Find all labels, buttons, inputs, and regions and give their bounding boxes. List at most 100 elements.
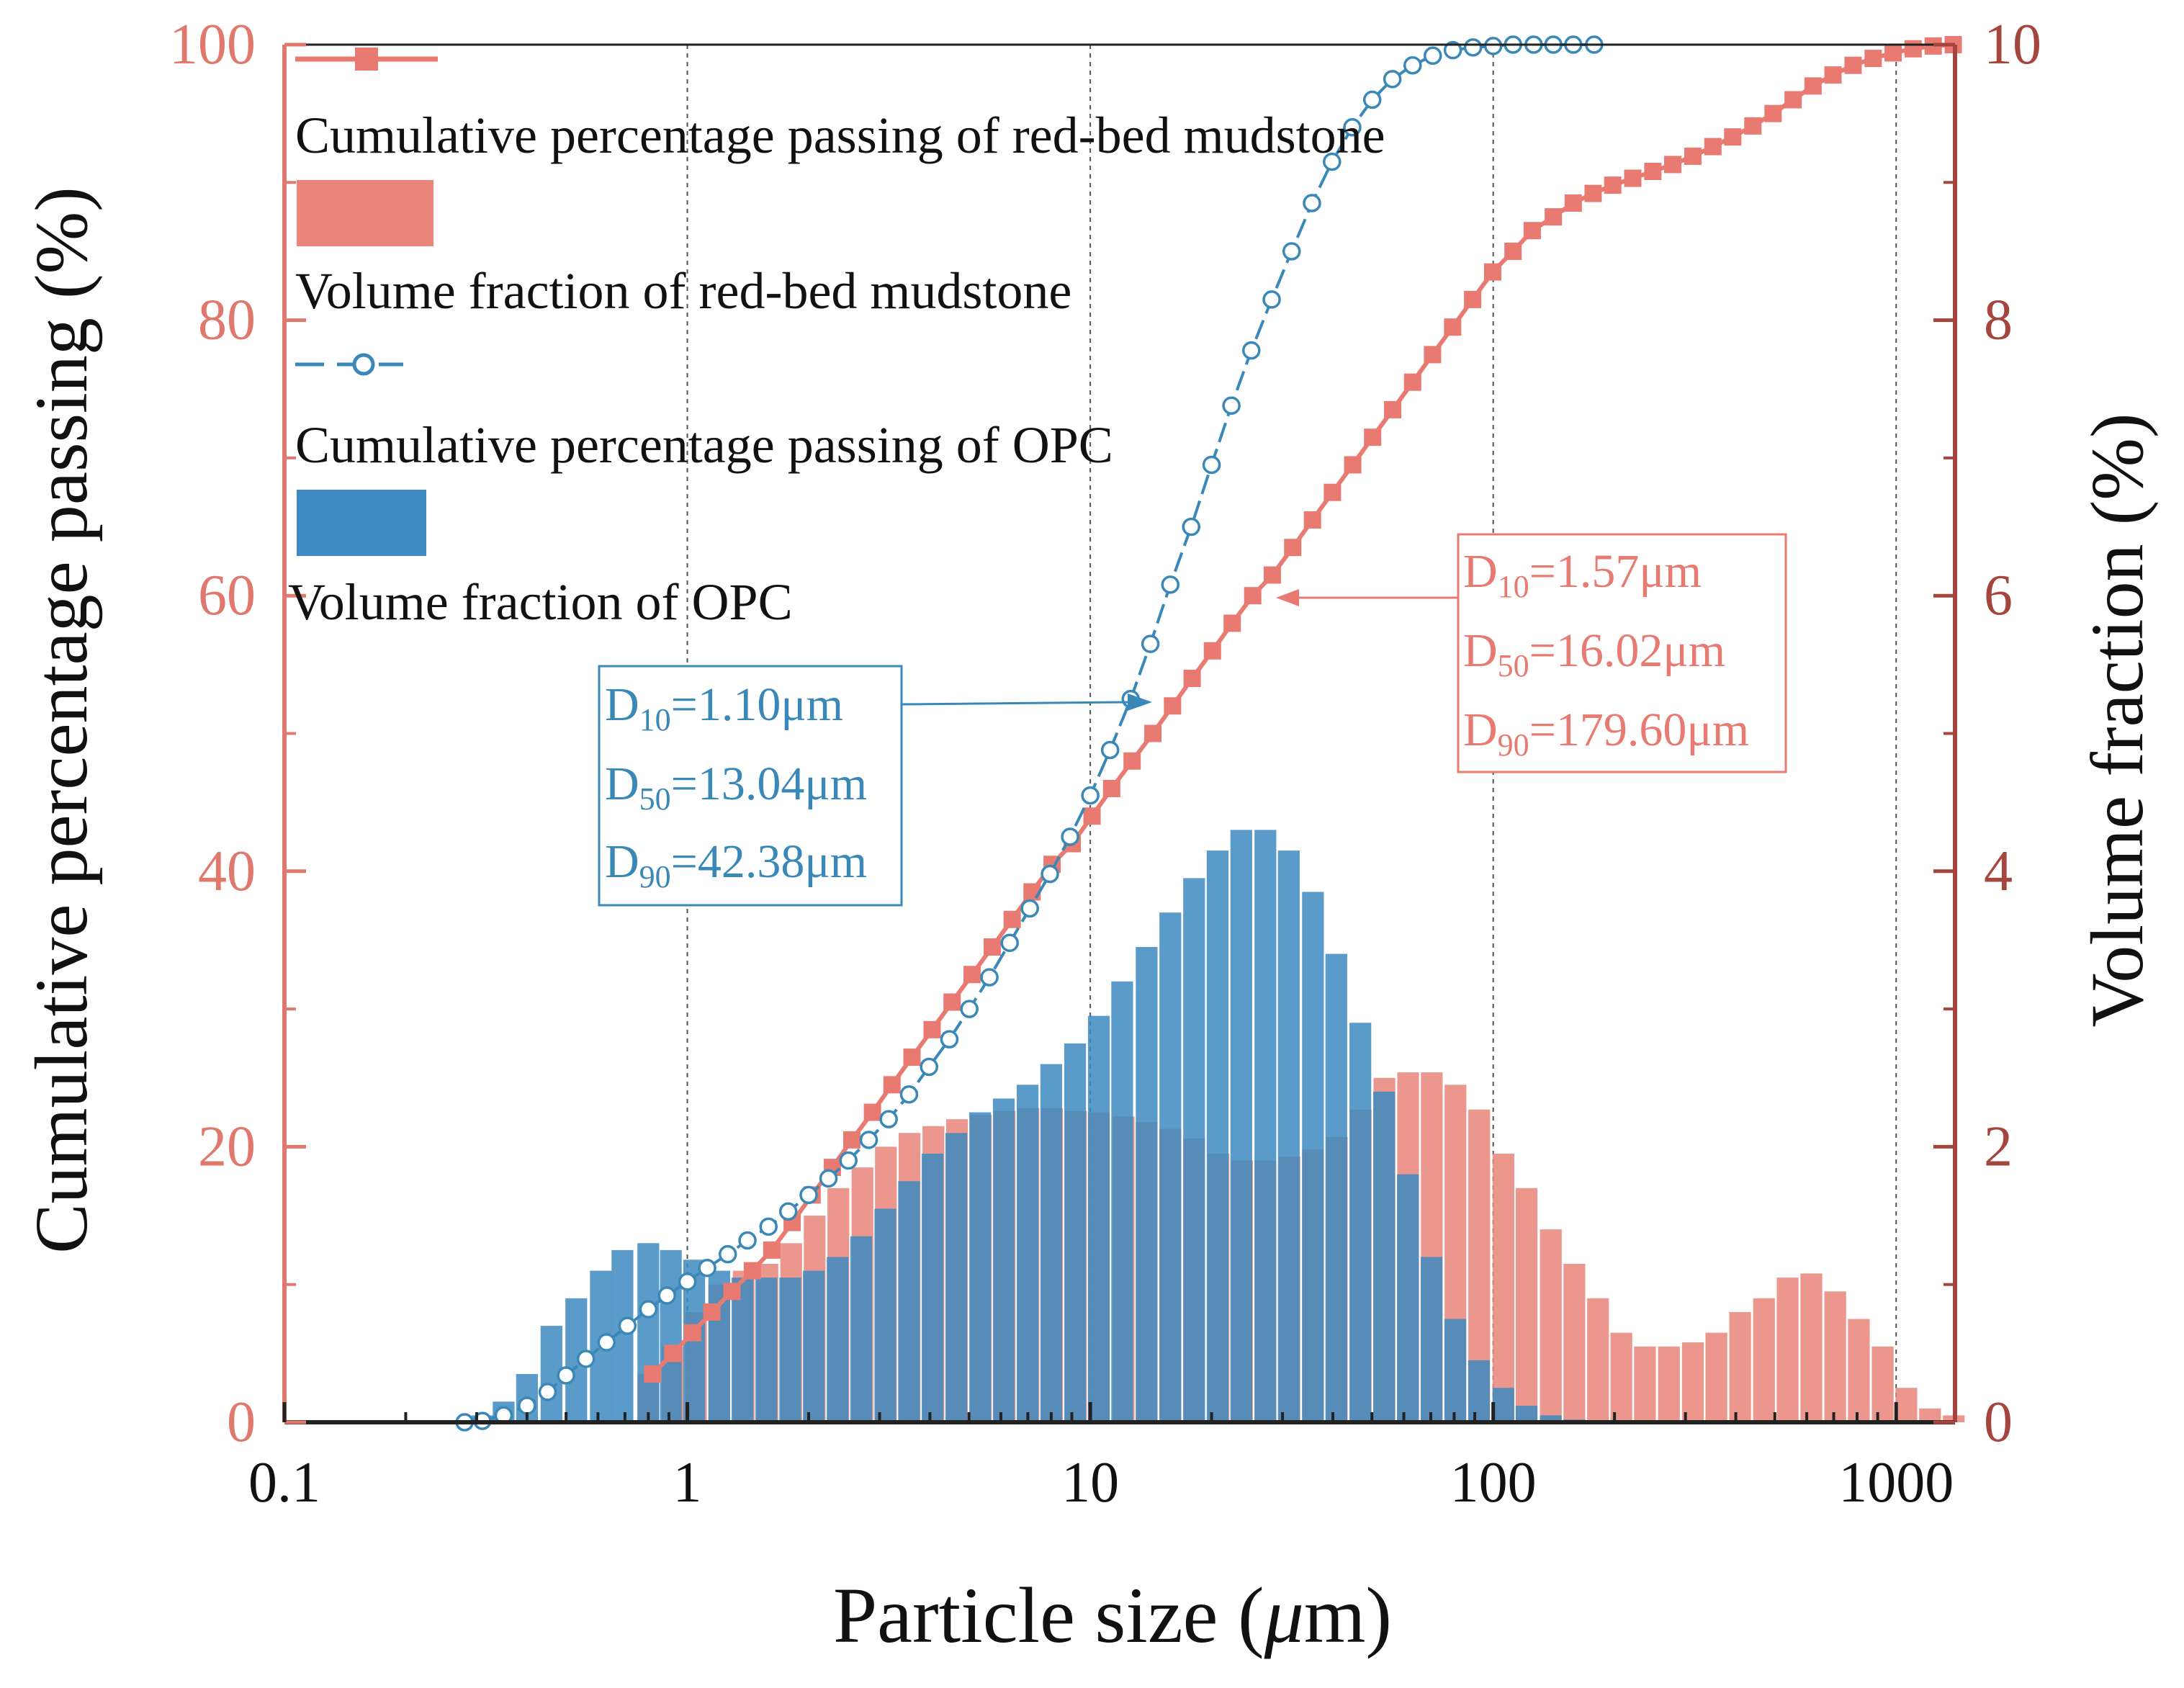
opc-volume-bar-14 (803, 1270, 825, 1422)
opc-cumulative-point-26 (980, 968, 999, 987)
opc-cumulative-point-17 (799, 1185, 818, 1205)
x-tick-label-2: 10 (1061, 1451, 1119, 1514)
opc-volume-bar-11 (731, 1278, 754, 1422)
mudstone-volume-bar-51 (1848, 1319, 1870, 1422)
mudstone-cumulative-point-0 (644, 1365, 662, 1383)
x-tick-label-4: 1000 (1838, 1451, 1954, 1514)
mudstone-cumulative-point-18 (1003, 910, 1021, 928)
y-right-tick-label-1: 2 (1984, 1115, 2013, 1178)
mudstone-cumulative-point-51 (1664, 156, 1682, 174)
opc-d50-value: =13.04μm (671, 758, 867, 810)
opc-volume-bar-20 (945, 1133, 968, 1422)
mudstone-d90-value: =179.60μm (1529, 704, 1749, 756)
mudstone-annotation-arrowhead (1276, 589, 1299, 606)
mudstone-volume-bar-36 (1492, 1153, 1514, 1422)
opc-cumulative-point-9 (639, 1300, 658, 1319)
opc-cumulative-point-38 (1222, 396, 1241, 415)
opc-cumulative-point-32 (1100, 740, 1120, 760)
opc-volume-bar-16 (850, 1236, 873, 1422)
y-right-tick-label-5: 10 (1984, 13, 2041, 76)
mudstone-cumulative-point-4 (723, 1283, 741, 1301)
y-left-tick-label-1: 20 (198, 1115, 256, 1178)
mudstone-cumulative-point-56 (1764, 104, 1782, 122)
x-tick-label-3: 100 (1450, 1451, 1537, 1514)
opc-d10: D10=1.10μm (605, 678, 843, 737)
legend-label-opc-cumulative: Cumulative percentage passing of OPC (295, 416, 1113, 474)
opc-cumulative-point-5 (557, 1366, 575, 1385)
y-left-tick-label-5: 100 (169, 13, 256, 76)
mudstone-cumulative-point-43 (1504, 242, 1522, 260)
mudstone-cumulative-point-28 (1203, 642, 1221, 660)
opc-d50: D50=13.04μm (605, 758, 867, 817)
mudstone-volume-bar-50 (1824, 1291, 1846, 1422)
opc-cumulative-point-41 (1282, 242, 1301, 261)
y-right-tick-label-3: 6 (1984, 564, 2013, 627)
opc-volume-bar-19 (921, 1153, 944, 1422)
mudstone-cumulative-point-32 (1284, 539, 1302, 557)
x-tick-label-0: 0.1 (248, 1451, 320, 1514)
opc-cumulative-point-7 (597, 1333, 616, 1352)
mudstone-cumulative-point-39 (1424, 346, 1442, 364)
opc-cumulative-point-25 (960, 1000, 979, 1018)
x-axis-title: Particle size (μm) (833, 1571, 1392, 1659)
legend-swatch-mudstone-bar (297, 180, 433, 246)
opc-cumulative-point-19 (839, 1151, 858, 1170)
opc-volume-bar-31 (1206, 850, 1229, 1422)
legend-label-opc-volume: Volume fraction of OPC (288, 573, 793, 631)
opc-volume-bar-35 (1302, 892, 1324, 1422)
opc-cumulative-point-34 (1141, 634, 1160, 653)
mudstone-cumulative-point-55 (1744, 117, 1762, 135)
mudstone-volume-bar-52 (1871, 1346, 1894, 1422)
mudstone-volume-bar-46 (1729, 1311, 1751, 1422)
mudstone-cumulative-point-29 (1223, 614, 1241, 632)
mudstone-d50-d: D (1463, 624, 1498, 677)
opc-volume-bar-27 (1111, 981, 1133, 1422)
opc-cumulative-point-28 (1020, 899, 1039, 918)
y-left-tick-label-4: 80 (198, 289, 256, 352)
mudstone-volume-bar-53 (1895, 1388, 1918, 1422)
mudstone-cumulative-point-22 (1083, 807, 1101, 825)
opc-volume-bar-41 (1444, 1319, 1467, 1422)
opc-d90-value: =42.38μm (671, 835, 867, 888)
mudstone-cumulative-point-36 (1364, 428, 1382, 446)
opc-cumulative-point-3 (518, 1396, 536, 1415)
opc-d10-sub: 10 (639, 702, 671, 737)
opc-cumulative-point-10 (657, 1286, 676, 1305)
mudstone-d10-d: D (1463, 545, 1498, 598)
legend-swatch-mudstone-line (295, 48, 438, 71)
y-right-tick-label-2: 4 (1984, 840, 2013, 903)
opc-volume-bar-44 (1515, 1406, 1538, 1422)
mudstone-cumulative-point-27 (1183, 669, 1201, 687)
mudstone-cumulative-point-25 (1144, 724, 1162, 742)
mudstone-volume-bar-54 (1919, 1408, 1941, 1422)
mudstone-d90: D90=179.60μm (1463, 704, 1749, 763)
opc-volume-bar-28 (1136, 947, 1158, 1422)
opc-volume-bar-45 (1540, 1415, 1562, 1422)
mudstone-cumulative-point-23 (1102, 780, 1120, 798)
opc-cumulative-point-15 (759, 1217, 778, 1236)
opc-cumulative-point-39 (1242, 341, 1261, 360)
mudstone-cumulative-point-60 (1844, 56, 1862, 74)
opc-cumulative-point-12 (698, 1258, 716, 1278)
opc-volume-bar-25 (1064, 1043, 1087, 1422)
mudstone-volume-bar-39 (1563, 1264, 1586, 1422)
y-axis-left-title: Cumulative percentage passing (%) (20, 187, 103, 1254)
opc-annotation-arrowhead (1128, 693, 1152, 711)
mudstone-cumulative-point-14 (923, 1020, 941, 1038)
opc-volume-bar-39 (1397, 1174, 1419, 1422)
opc-d90-d: D (605, 835, 639, 888)
opc-cumulative-point-36 (1182, 517, 1200, 537)
mudstone-cumulative-point-62 (1884, 44, 1902, 62)
mudstone-volume-bar-49 (1800, 1273, 1823, 1422)
opc-volume-bar-21 (969, 1112, 992, 1422)
mudstone-volume-bar-42 (1634, 1346, 1656, 1422)
opc-cumulative-point-43 (1323, 152, 1342, 171)
opc-annotation: D10=1.10μm D50=13.04μm D90=42.38μm (598, 665, 1152, 907)
opc-cumulative-point-29 (1041, 864, 1059, 884)
opc-volume-bar-43 (1492, 1388, 1514, 1422)
mudstone-cumulative-point-26 (1164, 697, 1182, 715)
mudstone-cumulative-point-46 (1564, 194, 1582, 212)
x-tick-label-1: 1 (673, 1451, 702, 1514)
opc-cumulative-point-37 (1202, 455, 1221, 475)
